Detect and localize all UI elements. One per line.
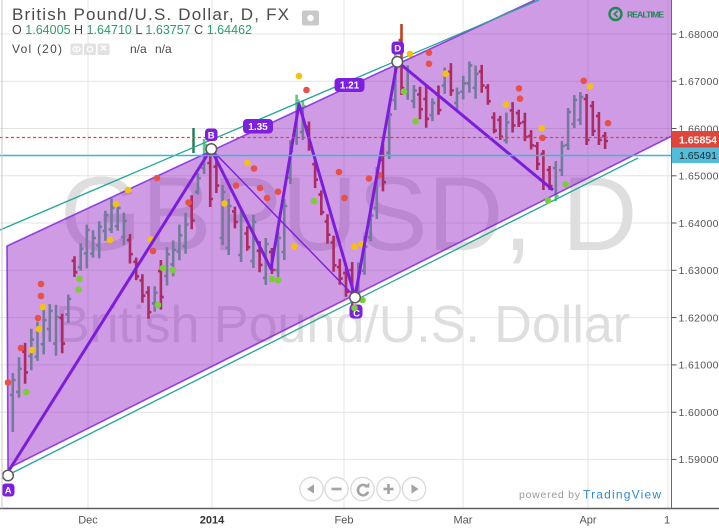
svg-text:1.62000: 1.62000 bbox=[679, 312, 719, 324]
svg-text:1.59000: 1.59000 bbox=[679, 454, 719, 466]
svg-text:Vol (20): Vol (20) bbox=[12, 42, 62, 56]
svg-text:Apr: Apr bbox=[579, 515, 596, 527]
svg-text:n/a: n/a bbox=[155, 42, 172, 56]
svg-text:1.21: 1.21 bbox=[340, 81, 360, 92]
svg-text:1.35: 1.35 bbox=[248, 122, 268, 133]
svg-text:1: 1 bbox=[664, 515, 670, 527]
svg-text:1.67000: 1.67000 bbox=[679, 76, 719, 88]
svg-text:B: B bbox=[208, 130, 215, 141]
svg-text:1.63000: 1.63000 bbox=[679, 265, 719, 277]
svg-text:D: D bbox=[394, 44, 401, 55]
svg-text:Dec: Dec bbox=[78, 515, 98, 527]
svg-text:TradingView: TradingView bbox=[583, 488, 661, 502]
svg-text:1.65000: 1.65000 bbox=[679, 171, 719, 183]
svg-text:1.65854: 1.65854 bbox=[679, 134, 717, 146]
svg-text:1.61000: 1.61000 bbox=[679, 360, 719, 372]
svg-text:powered by: powered by bbox=[519, 489, 581, 501]
svg-text:1.60000: 1.60000 bbox=[679, 407, 719, 419]
svg-text:C: C bbox=[353, 309, 360, 320]
svg-text:A: A bbox=[5, 486, 12, 497]
svg-text:REALTIME: REALTIME bbox=[627, 10, 664, 20]
svg-text:British Pound/U.S. Dollar, D,: British Pound/U.S. Dollar, D, FX bbox=[12, 5, 289, 24]
svg-text:British Pound/U.S. Dollar: British Pound/U.S. Dollar bbox=[55, 296, 630, 354]
svg-text:1.68000: 1.68000 bbox=[679, 29, 719, 41]
svg-text:Feb: Feb bbox=[335, 515, 354, 527]
svg-text:1.64000: 1.64000 bbox=[679, 218, 719, 230]
svg-text:O 1.64005 H 1.64710 L 1.63757: O 1.64005 H 1.64710 L 1.63757 C 1.64462 bbox=[12, 23, 252, 37]
svg-text:n/a: n/a bbox=[130, 42, 147, 56]
svg-text:Mar: Mar bbox=[454, 515, 473, 527]
svg-text:1.65491: 1.65491 bbox=[679, 150, 717, 162]
svg-text:2014: 2014 bbox=[200, 515, 225, 527]
